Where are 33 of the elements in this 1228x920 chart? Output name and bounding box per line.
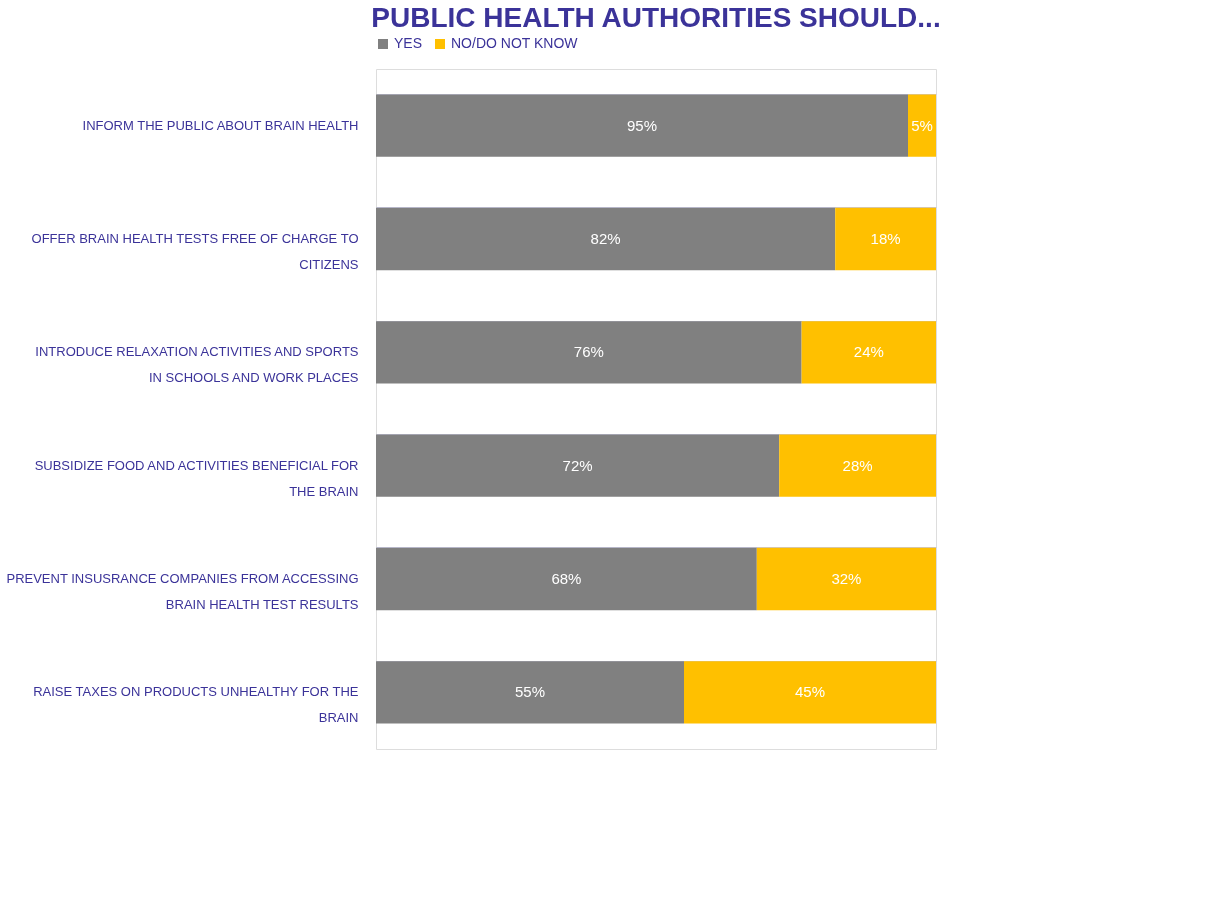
y-tick-label: RAISE TAXES ON PRODUCTS UNHEALTHY FOR THE BRAIN	[33, 684, 359, 726]
y-tick-label: PREVENT INSUSRANCE COMPANIES FROM ACCESSING BRAIN HEALTH TEST RESULTS	[6, 571, 359, 612]
bar	[376, 661, 684, 724]
legend-label: YES	[394, 35, 423, 51]
data-label: 95%	[626, 116, 658, 134]
data-label: 18%	[870, 230, 901, 247]
data-label: 82%	[590, 230, 621, 247]
data-label: 72%	[562, 456, 593, 474]
bar	[756, 547, 936, 611]
bar	[801, 321, 936, 384]
data-label: 68%	[551, 570, 582, 587]
bar	[908, 94, 936, 157]
chart-title: PUBLIC HEALTH AUTHORITIES SHOULD...	[371, 2, 941, 33]
bar	[835, 207, 936, 271]
y-tick-label: INFORM THE PUBLIC ABOUT BRAIN HEALTH	[82, 117, 359, 133]
bar	[376, 547, 757, 611]
bar	[376, 434, 780, 497]
bar	[684, 661, 936, 724]
bar	[376, 321, 802, 384]
y-tick-label: INTRODUCE RELAXATION ACTIVITIES AND SPORTS IN SCHOOLS AND WORK PLACES	[35, 344, 359, 386]
bar	[376, 94, 908, 157]
legend-label: NO/DO NOT KNOW	[451, 35, 579, 51]
data-label: 28%	[842, 456, 873, 474]
y-tick-label: SUBSIDIZE FOOD AND ACTIVITIES BENEFICIAL FOR THE BRAIN	[34, 457, 359, 499]
bar	[779, 434, 936, 497]
data-label: 24%	[853, 343, 884, 361]
data-label: 45%	[794, 683, 826, 701]
data-label: 5%	[911, 116, 933, 134]
data-label: 76%	[573, 343, 604, 361]
y-tick-label: OFFER BRAIN HEALTH TESTS FREE OF CHARGE TO CITIZENS	[31, 231, 359, 272]
data-label: 55%	[514, 683, 546, 701]
data-label: 32%	[831, 570, 862, 587]
bar	[376, 207, 836, 271]
